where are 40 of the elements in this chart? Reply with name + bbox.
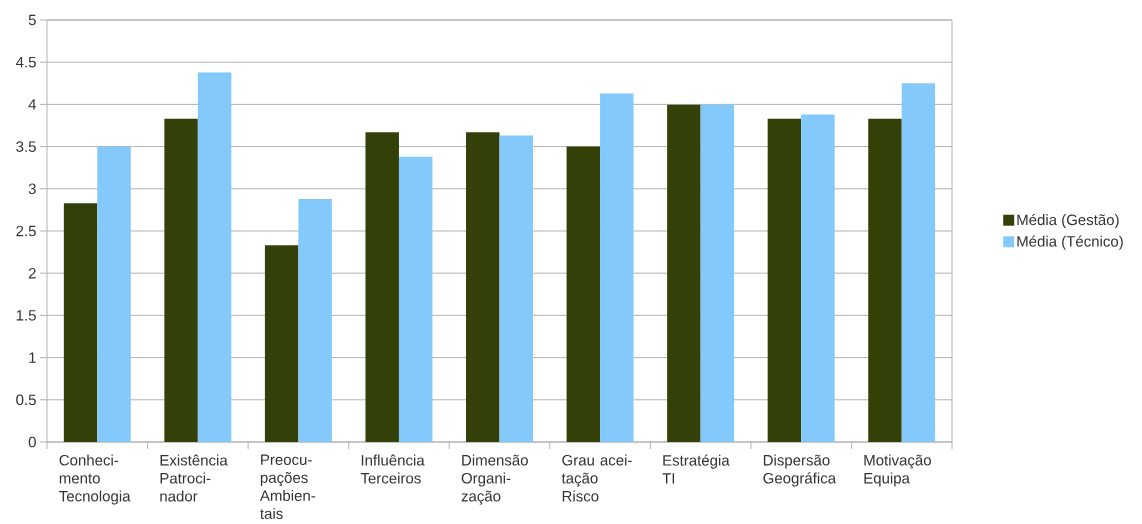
x-tick-label: Dimensão Organi-zação	[461, 454, 528, 505]
bar	[901, 83, 936, 442]
bar	[499, 135, 533, 442]
y-tick-label: 3.5	[16, 141, 36, 152]
bar	[398, 156, 433, 442]
bar	[97, 146, 131, 442]
bar	[298, 198, 332, 442]
bar	[600, 93, 634, 442]
y-tick-label: 2.5	[16, 225, 36, 237]
bar	[365, 132, 399, 442]
bar	[801, 114, 835, 442]
y-tick-label: 1	[29, 352, 36, 363]
bar	[197, 72, 232, 442]
legend-label: Média (Gestão)	[1017, 213, 1119, 229]
x-tick-label: Conheci-mento Tecnologia	[59, 454, 131, 505]
y-tick-label: 3	[28, 183, 36, 195]
bar	[264, 245, 299, 442]
y-tick-label: 0	[28, 436, 36, 448]
bar	[700, 104, 735, 442]
bar	[868, 118, 902, 442]
x-tick-label: Dispersão Geográfica	[763, 454, 837, 487]
x-tick-label: Estratégia TI	[662, 454, 730, 484]
bar	[164, 118, 198, 442]
bar	[63, 203, 98, 442]
y-tick-label: 0.5	[16, 394, 36, 406]
x-tick-label: Influência Terceiros	[360, 454, 425, 484]
legend-label: Média (Técnico)	[1017, 235, 1123, 250]
bar	[767, 118, 802, 442]
y-tick-label: 4.5	[15, 56, 36, 68]
x-tick-label: Preocu-pações Ambien-tais	[259, 454, 316, 519]
y-tick-label: 1.5	[16, 310, 36, 321]
y-tick-label: 5	[28, 14, 36, 26]
x-tick-label: Motivação Equipa	[864, 454, 931, 487]
y-tick-label: 2	[28, 267, 36, 279]
x-tick-label: Existência Patroci-nador	[160, 454, 228, 502]
y-tick-label: 4	[28, 99, 37, 110]
bar	[667, 104, 701, 442]
bar	[566, 146, 601, 442]
bar	[466, 132, 500, 442]
x-tick-label: Grau acei-tação Risco	[561, 454, 632, 502]
